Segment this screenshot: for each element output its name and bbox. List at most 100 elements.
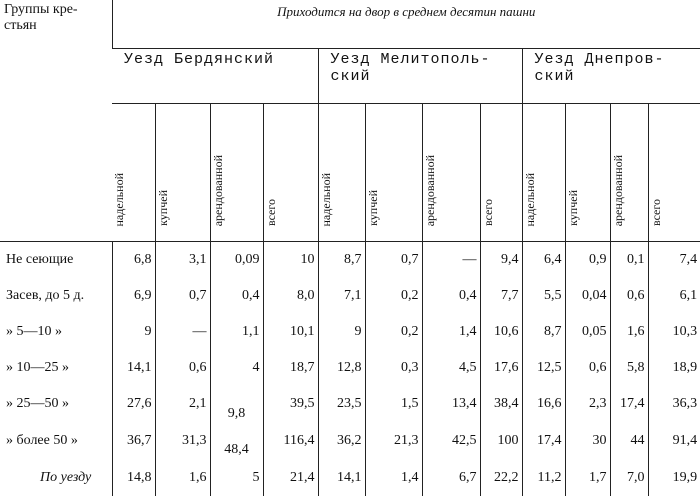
subheader-text: арендованной — [210, 154, 225, 226]
data-cell: 19,9 — [647, 460, 700, 496]
header-row: Группы кре- стьян Приходится на двор в ср… — [0, 0, 700, 242]
data-cell: 16,6 — [521, 386, 565, 422]
data-cell: 13,4 — [421, 386, 480, 422]
data-cell: 9,8 — [209, 386, 263, 422]
data-cell: 39,5 — [262, 386, 318, 422]
data-cell: 12,8 — [317, 350, 365, 386]
data-cell: 14,8 — [111, 460, 155, 496]
data-cell: 36,7 — [111, 422, 155, 460]
subheader-cell: купчей — [364, 103, 422, 242]
county-row: Уезд Бердянский Уезд Мелитополь- ский Уезд… — [0, 48, 700, 104]
subheader-text: надельной — [522, 172, 537, 226]
data-cell: 5 — [209, 460, 263, 496]
data-cell: 10,6 — [479, 314, 522, 350]
data-cell: 2,3 — [564, 386, 610, 422]
row-label: » 10—25 » — [6, 360, 69, 375]
data-cell: 17,4 — [609, 386, 648, 422]
subheader-cell: надельной — [112, 103, 155, 242]
subheader-text: надельной — [318, 172, 333, 226]
data-cell: 21,4 — [262, 460, 318, 496]
data-cell: 11,2 — [521, 460, 565, 496]
row-label: » 5—10 » — [6, 324, 62, 339]
data-cell: 6,7 — [421, 460, 480, 496]
subheader-text: купчей — [155, 190, 170, 226]
data-cell: 0,3 — [364, 350, 422, 386]
data-cell: 8,0 — [262, 278, 318, 314]
row-label: Не сеющие — [6, 252, 74, 267]
data-cell: 1,4 — [364, 460, 422, 496]
subheader-row: надельной купчей арендованной всего надельно… — [0, 103, 700, 242]
data-cell: 7,1 — [317, 278, 365, 314]
data-cell: 7,4 — [647, 241, 700, 278]
data-cell: 0,09 — [209, 241, 263, 278]
subheader-cell: арендованной — [609, 103, 648, 242]
subheader-cell: всего — [647, 103, 700, 242]
data-cell: 0,2 — [364, 314, 422, 350]
data-cell: 36,3 — [647, 386, 700, 422]
data-row: » 25—50 » 27,6 2,1 9,8 39,5 23,5 1,5 13,4 38,4 16… — [0, 386, 700, 422]
data-cell: 0,7 — [154, 278, 210, 314]
data-cell: 18,9 — [647, 350, 700, 386]
data-row: Не сеющие 6,8 3,1 0,09 10 8,7 0,7—9,4 6,4 0,9 0,1… — [0, 241, 700, 278]
data-cell: 8,7 — [317, 241, 365, 278]
subheader-cell: всего — [262, 103, 318, 242]
data-cell: 0,4 — [209, 278, 263, 314]
subheader-text: купчей — [565, 190, 580, 226]
data-cell: 38,4 — [479, 386, 522, 422]
data-cell: 10 — [262, 241, 318, 278]
data-cell: 1,7 — [564, 460, 610, 496]
subheader-cell: всего — [479, 103, 522, 242]
data-cell: 6,8 — [111, 241, 155, 278]
data-cell: 30 — [564, 422, 610, 460]
data-cell: 4 — [209, 350, 263, 386]
data-cell: 0,7 — [364, 241, 422, 278]
data-row: » более 50 » 36,7 31,3 48,4 116,4 36,2 21,3 42,… — [0, 422, 700, 460]
subheader-cell: купчей — [154, 103, 210, 242]
data-cell: 1,4 — [421, 314, 480, 350]
subheader-cell: надельной — [521, 103, 565, 242]
data-cell: 9 — [317, 314, 365, 350]
data-cell: 8,7 — [521, 314, 565, 350]
data-cell: — — [154, 314, 210, 350]
data-cell: 0,6 — [154, 350, 210, 386]
data-cell: 6,1 — [647, 278, 700, 314]
corner-cell: Группы кре- стьян — [0, 0, 112, 242]
subheader-cell: купчей — [564, 103, 610, 242]
data-cell: 0,2 — [364, 278, 422, 314]
data-cell: 7,7 — [479, 278, 522, 314]
data-cell: — — [421, 241, 480, 278]
data-cell: 0,4 — [421, 278, 480, 314]
county-cell: Уезд Бердянский — [112, 48, 318, 104]
data-cell: 27,6 — [111, 386, 155, 422]
data-cell: 6,4 — [521, 241, 565, 278]
data-cell: 6,9 — [111, 278, 155, 314]
data-cell: 3,1 — [154, 241, 210, 278]
data-cell: 22,2 — [479, 460, 522, 496]
data-cell: 1,5 — [364, 386, 422, 422]
data-cell: 91,4 — [647, 422, 700, 460]
data-cell: 0,6 — [564, 350, 610, 386]
data-cell: 5,5 — [521, 278, 565, 314]
data-cell: 1,6 — [609, 314, 648, 350]
data-cell: 2,1 — [154, 386, 210, 422]
title-cell: Приходится на двор в среднем десятин паш… — [111, 0, 700, 49]
data-cell: 5,8 — [609, 350, 648, 386]
data-cell: 10,1 — [262, 314, 318, 350]
data-row: Засев, до 5 д. 6,9 0,7 0,4 8,0 7,1 0,2 0,4 7,7 5,… — [0, 278, 700, 314]
subheader-cell: арендованной — [209, 103, 263, 242]
data-cell: 1,6 — [154, 460, 210, 496]
row-label: » 25—50 » — [6, 396, 69, 411]
data-cell: 31,3 — [154, 422, 210, 460]
data-cell: 0,6 — [609, 278, 648, 314]
subheader-text: всего — [648, 198, 663, 226]
data-row: » 10—25 » 14,1 0,6 4 18,7 12,8 0,3 4,5 17,6 12,5 0… — [0, 350, 700, 386]
data-cell: 100 — [479, 422, 522, 460]
data-cell: 4,5 — [421, 350, 480, 386]
data-cell: 48,4 — [209, 422, 263, 460]
data-row: По уезду 14,8 1,6 5 21,4 14,1 1,4 6,7 22,2 11,2 1,… — [0, 460, 700, 496]
data-cell: 116,4 — [262, 422, 318, 460]
subheader-text: всего — [480, 198, 495, 226]
data-cell: 14,1 — [317, 460, 365, 496]
